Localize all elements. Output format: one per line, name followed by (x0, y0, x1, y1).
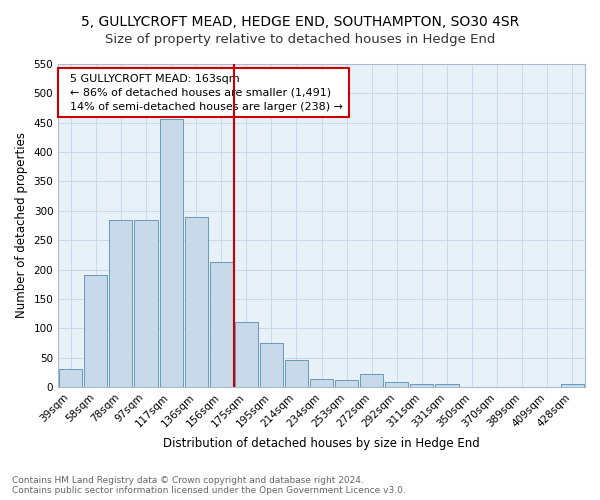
Bar (310, 380, 333, 387)
Bar (436, 384, 458, 387)
Bar (209, 262, 233, 387)
X-axis label: Distribution of detached houses by size in Hedge End: Distribution of detached houses by size … (163, 437, 480, 450)
Text: 5 GULLYCROFT MEAD: 163sqm
  ← 86% of detached houses are smaller (1,491)
  14% o: 5 GULLYCROFT MEAD: 163sqm ← 86% of detac… (64, 74, 343, 112)
Y-axis label: Number of detached properties: Number of detached properties (15, 132, 28, 318)
Text: Contains HM Land Registry data © Crown copyright and database right 2024.
Contai: Contains HM Land Registry data © Crown c… (12, 476, 406, 495)
Bar (160, 118, 182, 387)
Bar (134, 220, 158, 387)
Bar (360, 374, 383, 387)
Bar (385, 382, 409, 387)
Bar (185, 216, 208, 387)
Text: 5, GULLYCROFT MEAD, HEDGE END, SOUTHAMPTON, SO30 4SR: 5, GULLYCROFT MEAD, HEDGE END, SOUTHAMPT… (81, 15, 519, 29)
Text: Size of property relative to detached houses in Hedge End: Size of property relative to detached ho… (105, 32, 495, 46)
Bar (109, 220, 133, 387)
Bar (84, 275, 107, 387)
Bar (235, 322, 258, 387)
Bar (410, 384, 433, 387)
Bar (260, 343, 283, 387)
Bar (285, 360, 308, 387)
Bar (335, 380, 358, 387)
Bar (59, 370, 82, 387)
Bar (561, 384, 584, 387)
